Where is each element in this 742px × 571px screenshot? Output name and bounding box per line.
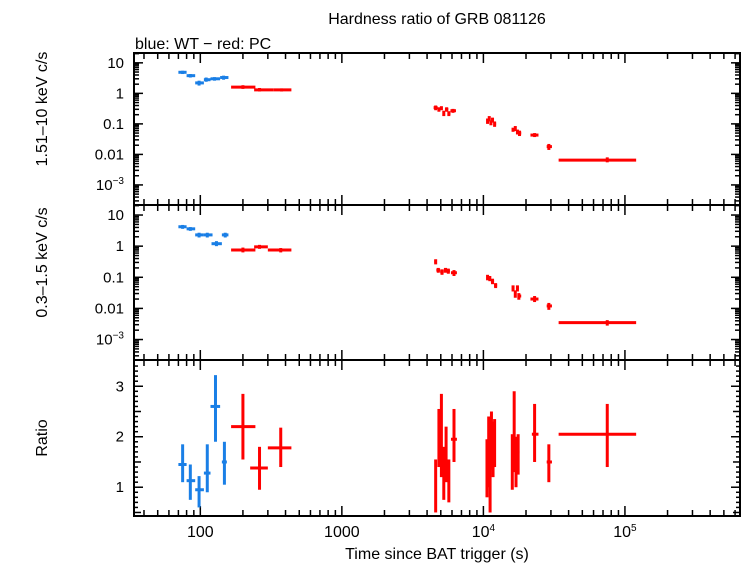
x-tick-label: 100 <box>187 524 214 541</box>
y-tick-label: 2 <box>116 429 124 446</box>
y-tick-label: 0.01 <box>95 300 124 317</box>
y-tick-label: 3 <box>116 378 124 395</box>
y-axis-label: 1.51–10 keV c/s <box>34 52 51 167</box>
data-point-pc <box>558 403 637 468</box>
data-point-pc <box>515 285 519 292</box>
data-point-wt <box>186 227 196 231</box>
data-point-wt <box>195 476 204 508</box>
y-tick-label: 1 <box>116 238 124 255</box>
data-point-pc <box>493 419 497 468</box>
data-point-pc <box>250 446 268 490</box>
data-point-pc <box>558 320 637 326</box>
data-point-pc <box>447 111 451 117</box>
data-point-wt <box>221 441 227 485</box>
data-point-pc <box>254 87 274 92</box>
data-point-pc <box>514 436 518 488</box>
data-point-pc <box>546 444 552 483</box>
data-point-pc <box>447 459 451 503</box>
data-point-pc <box>517 293 522 300</box>
data-point-pc <box>231 393 256 460</box>
data-point-wt <box>221 232 229 238</box>
data-point-pc <box>491 117 495 123</box>
y-tick-label: 10 <box>107 55 124 72</box>
data-point-wt <box>178 224 187 229</box>
x-tick-label: 1000 <box>324 524 360 541</box>
data-point-pc <box>530 296 539 303</box>
data-point-wt <box>203 232 213 238</box>
data-point-wt <box>178 70 187 75</box>
data-point-pc <box>444 426 448 483</box>
data-point-wt <box>203 77 211 82</box>
data-point-pc <box>513 290 517 298</box>
x-axis-label: Time since BAT trigger (s) <box>345 546 529 563</box>
data-point-pc <box>267 427 292 468</box>
data-point-pc <box>437 107 441 112</box>
y-tick-label: 0.1 <box>103 116 124 133</box>
data-point-wt <box>195 232 204 238</box>
data-point-pc <box>518 130 522 137</box>
data-point-pc <box>493 121 497 127</box>
plot-area: 10 1 0.1 0.01 10−3 1.51–10 keV c/s 10 1 0.1 0.01 1… <box>34 52 741 541</box>
data-point-pc <box>558 157 637 163</box>
data-point-wt <box>210 375 221 442</box>
data-point-pc <box>546 302 552 310</box>
data-point-wt <box>220 75 229 80</box>
data-point-pc <box>442 110 446 117</box>
y-tick-label: 0.1 <box>103 269 124 286</box>
data-point-pc <box>442 446 446 500</box>
panel-frame <box>133 359 741 517</box>
data-point-pc <box>443 267 448 273</box>
data-point-pc <box>436 267 441 273</box>
data-point-pc <box>530 133 539 138</box>
chart-title: Hardness ratio of GRB 081126 <box>328 11 546 28</box>
data-point-pc <box>433 105 438 111</box>
panel-frame <box>133 204 741 361</box>
y-axis-label: 0.3–1.5 keV c/s <box>34 207 51 317</box>
data-point-pc <box>231 247 256 253</box>
data-point-pc <box>450 270 457 276</box>
data-point-pc <box>434 459 438 513</box>
data-point-wt <box>186 74 196 78</box>
data-point-wt <box>211 241 222 247</box>
data-point-pc <box>488 275 492 282</box>
data-point-pc <box>434 259 438 265</box>
data-point-pc <box>511 285 515 292</box>
data-point-pc <box>450 408 457 462</box>
data-point-pc <box>546 143 552 150</box>
data-point-pc <box>254 244 268 249</box>
data-point-pc <box>440 269 444 275</box>
data-point-pc <box>439 393 443 478</box>
y-axis-label: Ratio <box>34 419 51 456</box>
y-tick-label: 10 <box>107 207 124 224</box>
y-tick-label: 10−3 <box>96 176 125 194</box>
x-tick-label: 104 <box>472 523 496 541</box>
data-point-wt <box>178 444 187 483</box>
y-tick-label: 10−3 <box>96 331 125 349</box>
data-point-wt <box>186 464 196 500</box>
data-point-pc <box>513 126 517 132</box>
x-tick-label: 105 <box>613 523 637 541</box>
data-point-pc <box>446 268 450 274</box>
data-point-pc <box>531 403 539 462</box>
data-point-pc <box>516 434 520 475</box>
data-point-pc <box>487 116 491 122</box>
y-tick-label: 0.01 <box>95 146 124 163</box>
data-point-pc <box>267 248 292 253</box>
data-point-wt <box>210 77 221 81</box>
y-tick-label: 1 <box>116 85 124 102</box>
data-point-pc <box>444 107 449 112</box>
y-tick-label: 1 <box>116 479 124 496</box>
data-point-wt <box>203 444 211 493</box>
data-point-pc <box>439 106 443 111</box>
data-point-pc <box>437 408 441 468</box>
data-point-pc <box>231 85 256 89</box>
data-point-pc <box>490 278 495 285</box>
data-point-pc <box>494 283 498 289</box>
data-point-wt <box>195 80 204 86</box>
data-point-pc <box>450 108 456 113</box>
data-point-pc <box>486 274 490 281</box>
data-point-pc <box>273 88 292 92</box>
chart-subtitle: blue: WT − red: PC <box>135 36 271 53</box>
